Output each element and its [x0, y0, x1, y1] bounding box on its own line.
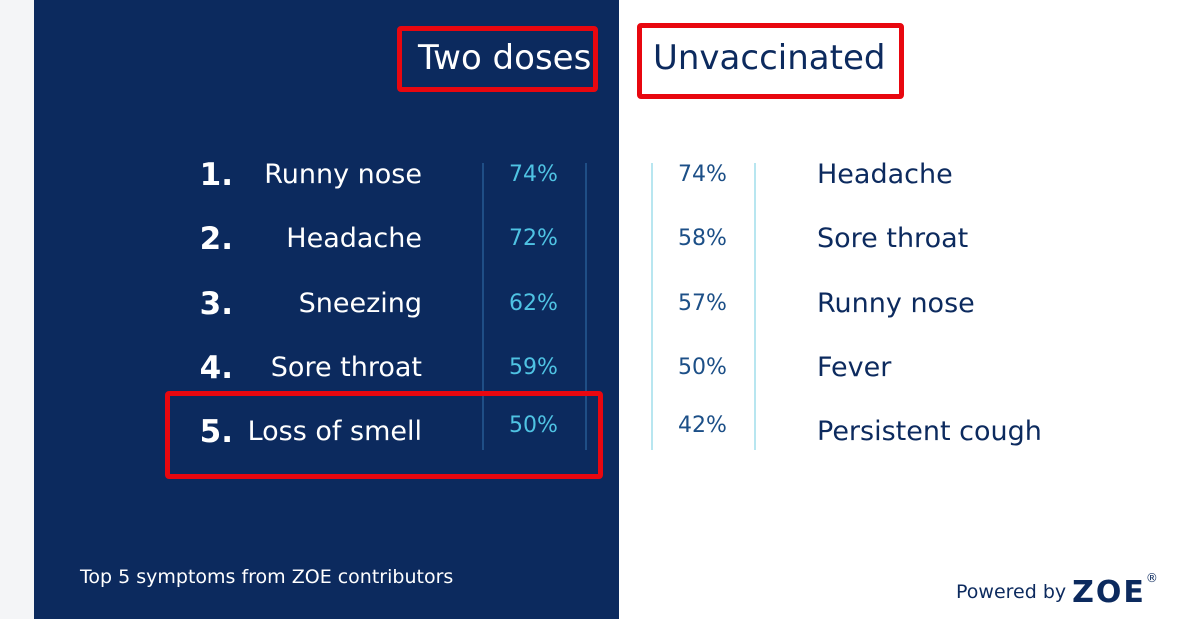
two-doses-symptom-1: Runny nose: [264, 159, 422, 190]
left-margin-strip: [0, 0, 34, 619]
rank-2: 2.: [199, 221, 233, 257]
unvaccinated-pct-1: 74%: [678, 162, 727, 187]
unvaccinated-symptom-2: Sore throat: [817, 223, 969, 254]
unvaccinated-heading: Unvaccinated: [653, 38, 886, 78]
unvaccinated-pct-4: 50%: [678, 355, 727, 380]
footer-caption: Top 5 symptoms from ZOE contributors: [80, 566, 454, 588]
rank-5: 5.: [199, 414, 233, 450]
unvaccinated-panel: [619, 0, 1200, 619]
unvaccinated-pct-2: 58%: [678, 226, 727, 251]
highlight-loss-of-smell: [165, 391, 603, 479]
two-doses-symptom-5: Loss of smell: [247, 416, 422, 447]
two-doses-divider-left: [482, 163, 484, 450]
highlight-two-doses: [397, 26, 598, 92]
two-doses-symptom-2: Headache: [286, 223, 422, 254]
two-doses-pct-2: 72%: [509, 226, 558, 251]
two-doses-symptom-3: Sneezing: [298, 288, 422, 319]
two-doses-pct-4: 59%: [509, 355, 558, 380]
unvaccinated-pct-3: 57%: [678, 291, 727, 316]
highlight-unvaccinated: [637, 23, 904, 99]
unvaccinated-symptom-4: Fever: [817, 352, 892, 383]
rank-3: 3.: [199, 286, 233, 322]
rank-1: 1.: [199, 157, 233, 193]
two-doses-panel: [34, 0, 619, 619]
two-doses-pct-3: 62%: [509, 291, 558, 316]
two-doses-pct-1: 74%: [509, 162, 558, 187]
powered-by-label: Powered by: [956, 581, 1067, 603]
two-doses-symptom-4: Sore throat: [270, 352, 422, 383]
unvaccinated-pct-5: 42%: [678, 413, 727, 438]
unvaccinated-divider-right: [754, 163, 756, 450]
powered-by-zoe: Powered by ZOE®: [956, 562, 1158, 609]
unvaccinated-divider-left: [651, 163, 653, 450]
two-doses-divider-right: [585, 163, 587, 450]
unvaccinated-symptom-1: Headache: [817, 159, 953, 190]
unvaccinated-symptom-5: Persistent cough: [817, 416, 1042, 447]
registered-mark: ®: [1145, 571, 1158, 585]
zoe-logo: ZOE: [1072, 575, 1146, 610]
two-doses-pct-5: 50%: [509, 413, 558, 438]
unvaccinated-symptom-3: Runny nose: [817, 288, 975, 319]
rank-4: 4.: [199, 350, 233, 386]
two-doses-heading: Two doses: [418, 38, 592, 78]
